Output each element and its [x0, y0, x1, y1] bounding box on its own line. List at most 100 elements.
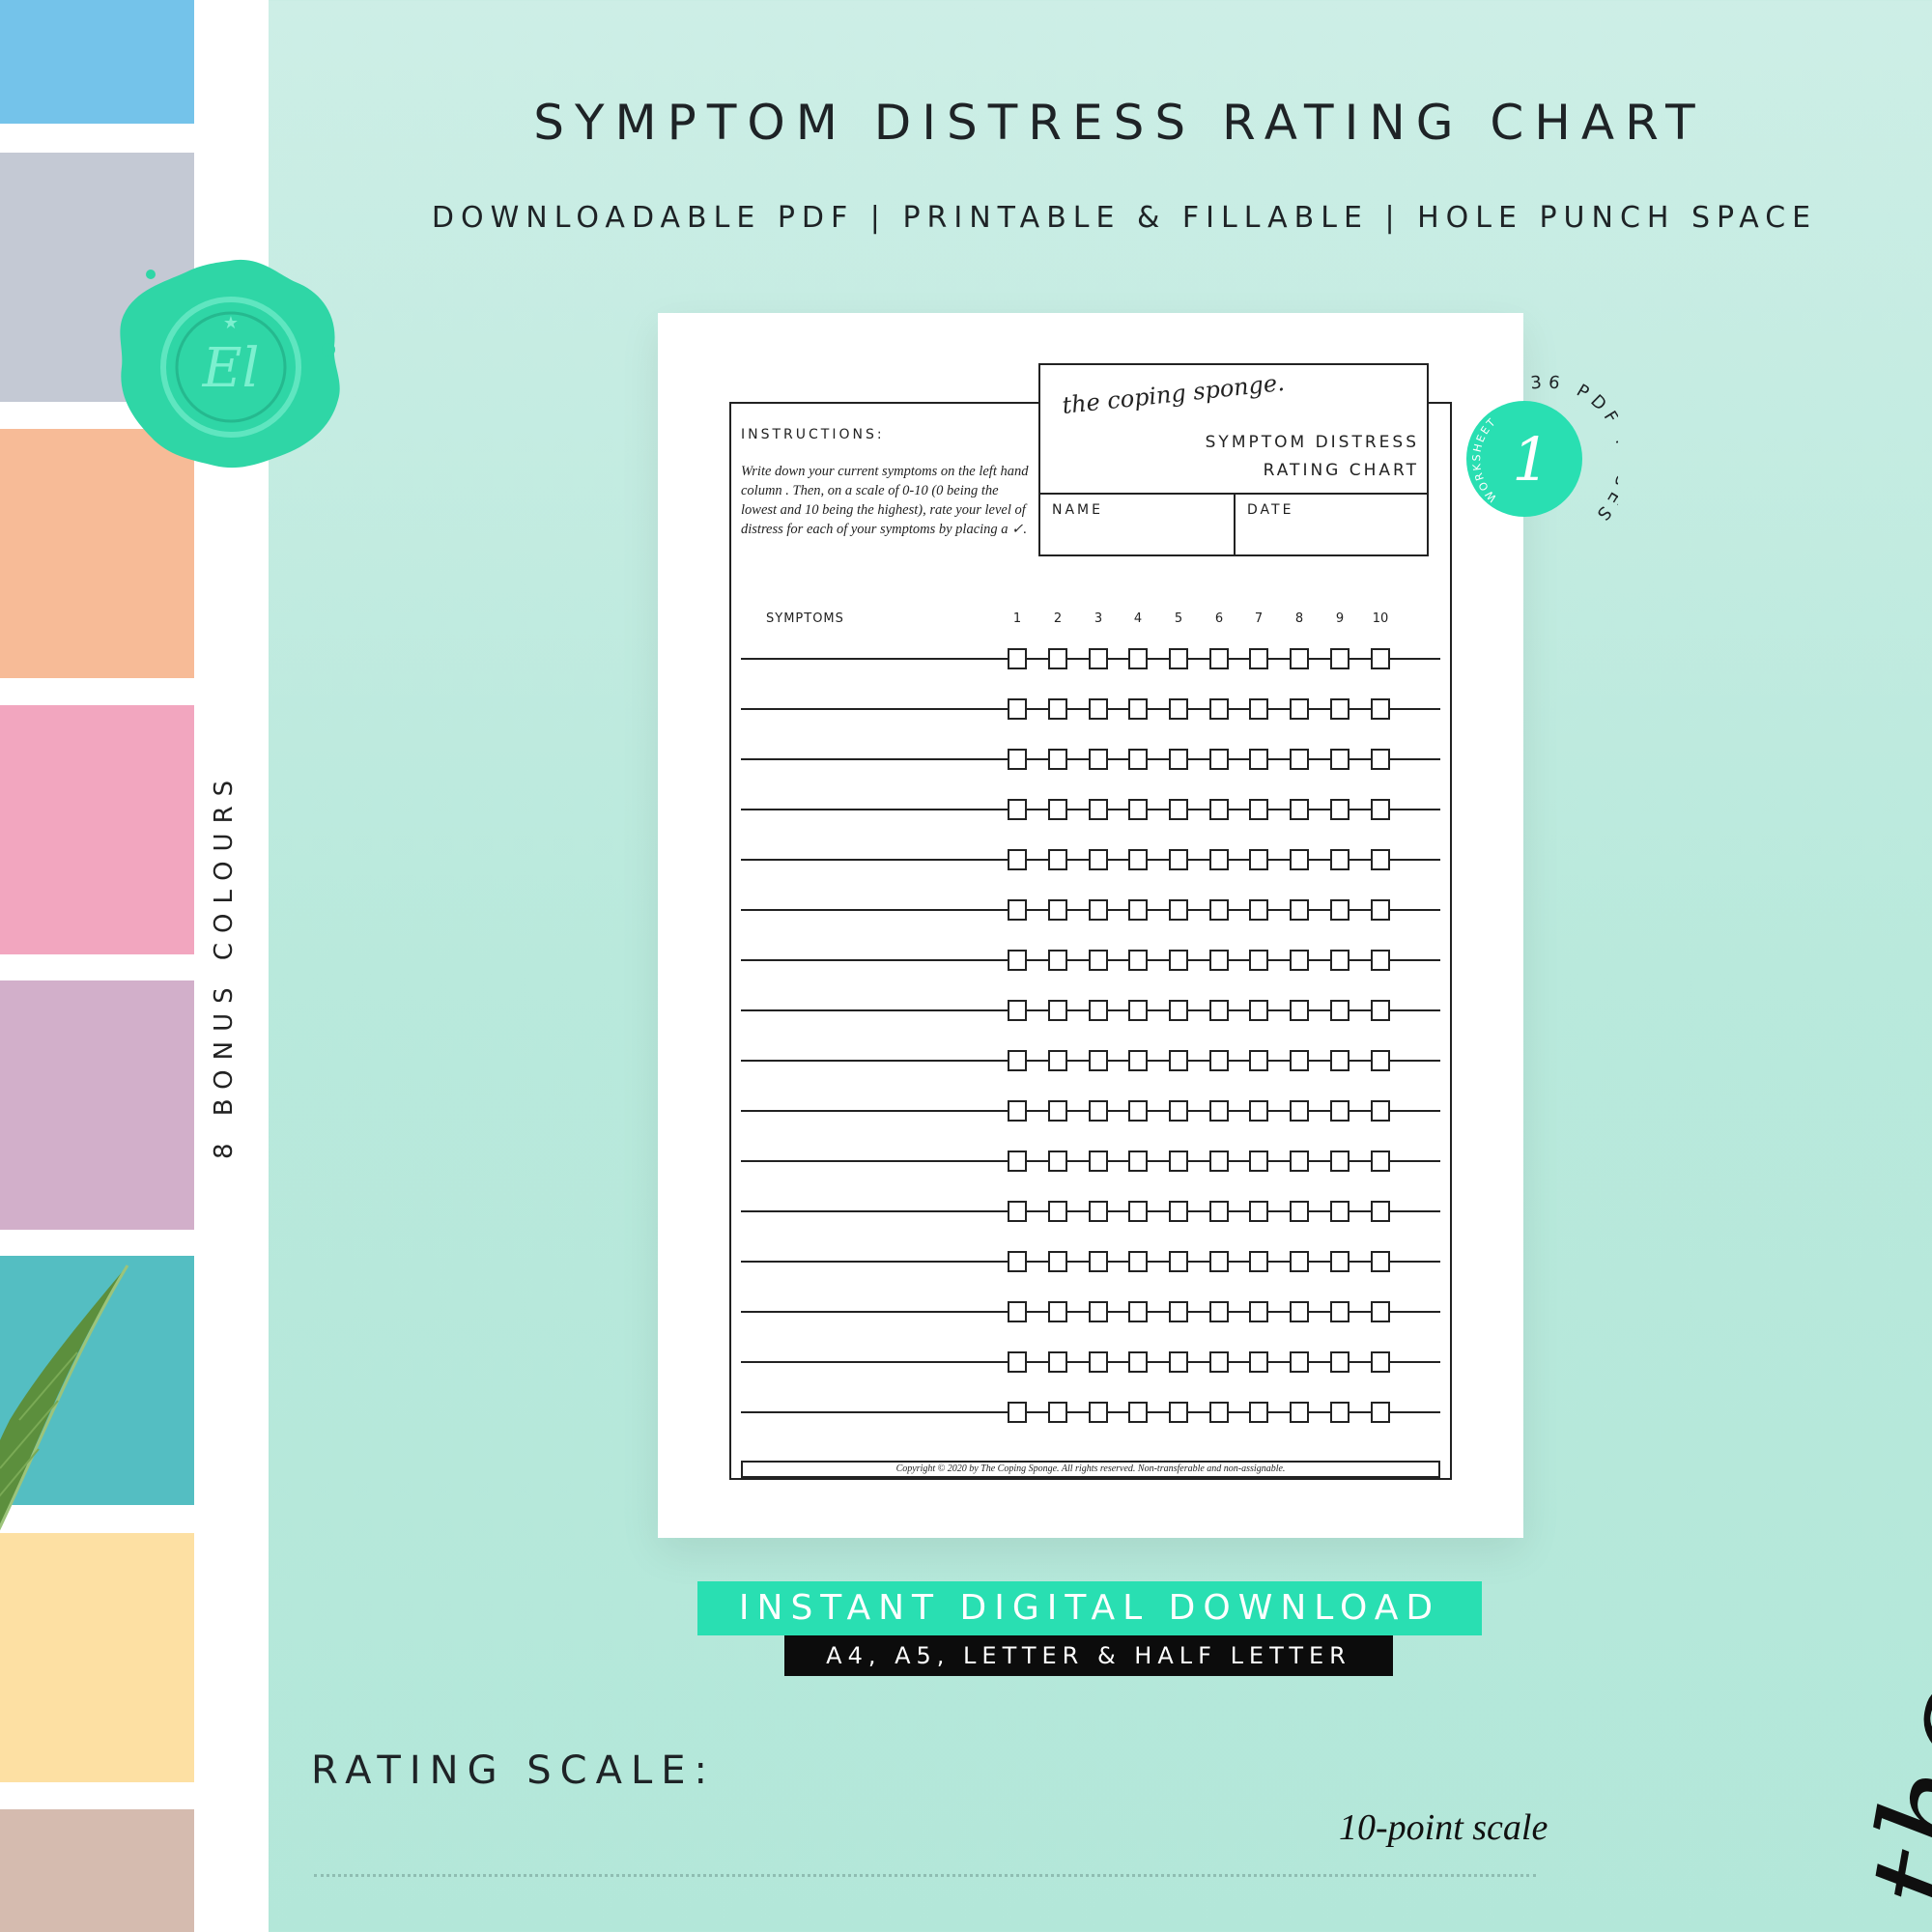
- rating-checkbox: [1330, 1301, 1350, 1322]
- rating-checkbox: [1048, 749, 1067, 770]
- rating-checkbox: [1330, 698, 1350, 720]
- rating-checkbox: [1128, 749, 1148, 770]
- rating-checkbox: [1089, 1050, 1108, 1071]
- rating-checkbox: [1048, 1351, 1067, 1373]
- rating-checkbox: [1089, 1351, 1108, 1373]
- symptom-rating-grid: SYMPTOMS 1 2 3 4 5 6 7 8 9 10: [741, 611, 1440, 1423]
- rating-checkbox: [1209, 1050, 1229, 1071]
- colour-swatch: [0, 1256, 194, 1505]
- rating-checkbox: [1128, 1100, 1148, 1122]
- rating-checkbox: [1209, 1301, 1229, 1322]
- rating-checkbox: [1249, 698, 1268, 720]
- rating-checkbox: [1128, 1251, 1148, 1272]
- symptoms-column-header: SYMPTOMS: [766, 611, 844, 626]
- rating-checkbox: [1048, 849, 1067, 870]
- rating-checkbox: [1008, 1402, 1027, 1423]
- rating-checkbox: [1330, 1100, 1350, 1122]
- scale-number: 5: [1175, 611, 1182, 626]
- scale-number: 2: [1054, 611, 1062, 626]
- rating-checkbox: [1169, 1301, 1188, 1322]
- colour-swatch: [0, 1809, 194, 1932]
- rating-checkbox: [1008, 698, 1027, 720]
- feature-subtitle: DOWNLOADABLE PDF | PRINTABLE & FILLABLE …: [431, 201, 1818, 235]
- colour-swatch: [0, 980, 194, 1230]
- rating-checkbox: [1169, 799, 1188, 820]
- rating-scale-value: 10-point scale: [1339, 1807, 1548, 1848]
- rating-checkbox: [1048, 1301, 1067, 1322]
- rating-checkbox: [1209, 1251, 1229, 1272]
- rating-checkbox: [1330, 849, 1350, 870]
- paper-sizes-banner: A4, A5, LETTER & HALF LETTER: [784, 1635, 1393, 1676]
- rating-checkbox: [1209, 648, 1229, 669]
- rating-checkbox: [1048, 1100, 1067, 1122]
- rating-checkbox: [1371, 1402, 1390, 1423]
- rating-checkbox: [1128, 899, 1148, 921]
- rating-checkbox: [1209, 1201, 1229, 1222]
- rating-checkbox: [1048, 1000, 1067, 1021]
- rating-checkbox: [1290, 849, 1309, 870]
- rating-checkbox: [1330, 1251, 1350, 1272]
- rating-checkbox: [1290, 899, 1309, 921]
- worksheet-title-line1: SYMPTOM DISTRESS: [1205, 433, 1419, 452]
- rating-checkbox: [1128, 1402, 1148, 1423]
- rating-checkbox: [1330, 1151, 1350, 1172]
- rating-checkbox: [1249, 1201, 1268, 1222]
- rating-checkbox: [1371, 648, 1390, 669]
- scale-number: 10: [1373, 611, 1389, 626]
- rating-checkbox: [1330, 899, 1350, 921]
- rating-checkbox: [1249, 1000, 1268, 1021]
- rating-checkbox: [1290, 1301, 1309, 1322]
- rating-checkbox: [1290, 698, 1309, 720]
- rating-checkbox: [1169, 849, 1188, 870]
- instructions-text: Write down your current symptoms on the …: [741, 464, 1029, 537]
- badge-number: 1: [1512, 424, 1549, 495]
- rating-checkbox: [1209, 1402, 1229, 1423]
- rating-checkbox: [1290, 749, 1309, 770]
- date-field-label: DATE: [1247, 502, 1294, 518]
- rating-checkbox: [1089, 899, 1108, 921]
- rating-checkbox: [1371, 1050, 1390, 1071]
- rating-checkbox: [1089, 1251, 1108, 1272]
- rating-checkbox: [1169, 698, 1188, 720]
- worksheet-title-line2: RATING CHART: [1263, 461, 1419, 480]
- rating-checkbox: [1008, 1100, 1027, 1122]
- rating-checkbox: [1089, 698, 1108, 720]
- rating-checkbox: [1249, 1100, 1268, 1122]
- scale-number: 9: [1336, 611, 1344, 626]
- rating-checkbox: [1048, 1151, 1067, 1172]
- dotted-divider: [314, 1874, 1536, 1877]
- rating-checkbox: [1371, 698, 1390, 720]
- scale-number: 3: [1094, 611, 1102, 626]
- rating-checkbox: [1330, 1000, 1350, 1021]
- name-field-label: NAME: [1052, 502, 1103, 518]
- rating-checkbox: [1008, 1151, 1027, 1172]
- brand-signature: the coping sponge.: [1839, 577, 1932, 1921]
- rating-checkbox: [1128, 1000, 1148, 1021]
- rating-checkbox: [1209, 1351, 1229, 1373]
- rating-checkbox: [1048, 1050, 1067, 1071]
- rating-checkbox: [1008, 849, 1027, 870]
- rating-checkbox: [1209, 749, 1229, 770]
- rating-checkbox: [1290, 1100, 1309, 1122]
- rating-checkbox: [1371, 1301, 1390, 1322]
- rating-checkbox: [1371, 950, 1390, 971]
- copyright-footer: Copyright © 2020 by The Coping Sponge. A…: [741, 1461, 1440, 1478]
- rating-checkbox: [1169, 648, 1188, 669]
- rating-checkbox: [1169, 1351, 1188, 1373]
- instructions-heading: INSTRUCTIONS:: [741, 427, 885, 442]
- rating-checkbox: [1249, 1301, 1268, 1322]
- rating-checkbox: [1249, 849, 1268, 870]
- rating-checkbox: [1089, 849, 1108, 870]
- svg-text:★: ★: [223, 313, 239, 332]
- rating-checkbox: [1089, 799, 1108, 820]
- rating-checkbox: [1008, 1201, 1027, 1222]
- rating-checkbox: [1169, 1402, 1188, 1423]
- rating-checkbox: [1008, 899, 1027, 921]
- rating-checkbox: [1048, 1251, 1067, 1272]
- rating-checkbox: [1249, 749, 1268, 770]
- scale-number: 4: [1134, 611, 1142, 626]
- rating-checkbox: [1209, 799, 1229, 820]
- rating-checkbox: [1249, 1251, 1268, 1272]
- rating-checkbox: [1008, 950, 1027, 971]
- rating-checkbox: [1209, 1000, 1229, 1021]
